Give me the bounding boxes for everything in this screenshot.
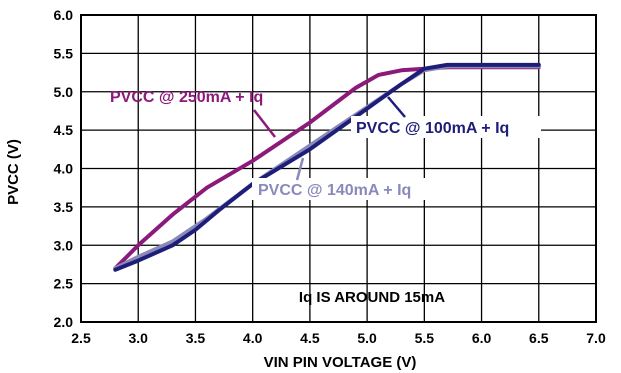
- series-label-140: PVCC @ 140mA + Iq: [252, 157, 442, 200]
- series-label-250-pointer: [253, 109, 276, 138]
- x-tick-label: 5.0: [357, 330, 377, 346]
- y-axis-title: PVCC (V): [5, 139, 22, 205]
- y-tick-label: 3.0: [54, 237, 74, 253]
- series-label-140-pointer: [295, 157, 305, 181]
- series-label-140-bg: [252, 178, 442, 200]
- x-tick-label: 2.5: [71, 330, 91, 346]
- y-tick-label: 5.5: [54, 45, 74, 61]
- x-tick-label: 6.5: [529, 330, 549, 346]
- series-line-2: [113, 62, 541, 272]
- x-tick-label: 3.0: [128, 330, 148, 346]
- series-label-100: PVCC @ 100mA + Iq: [351, 96, 541, 138]
- y-tick-label: 4.0: [54, 161, 74, 177]
- y-tick-label: 3.5: [54, 199, 74, 215]
- x-tick-label: 7.0: [586, 330, 606, 346]
- series-label-100-pointer: [387, 96, 406, 118]
- y-tick-label: 5.0: [54, 84, 74, 100]
- plot-frame: [80, 14, 597, 323]
- series-label-100-text: PVCC @ 100mA + Iq: [356, 120, 509, 137]
- x-tick-label: 3.5: [186, 330, 206, 346]
- series-label-250: PVCC @ 250mA + Iq: [110, 89, 276, 138]
- x-tick-label: 6.0: [472, 330, 492, 346]
- y-tick-label: 6.0: [54, 7, 74, 23]
- x-tick-label: 4.5: [300, 330, 320, 346]
- x-axis-title: VIN PIN VOLTAGE (V): [264, 354, 417, 371]
- tick-labels: 2.5 3.0 3.5 4.0 4.5 5.0 5.5 6.0 6.5 7.02.02.53.03…: [54, 7, 606, 346]
- series-label-100-bg: [351, 116, 541, 138]
- x-tick-label: 4.0: [243, 330, 263, 346]
- y-tick-label: 4.5: [54, 122, 74, 138]
- series-label-250-text: PVCC @ 250mA + Iq: [110, 89, 263, 106]
- y-tick-label: 2.5: [54, 276, 74, 292]
- x-tick-label: 5.5: [415, 330, 435, 346]
- grid: [80, 14, 597, 323]
- series-layer: [113, 62, 541, 272]
- annotation-iq: Iq IS AROUND 15mA: [299, 289, 445, 306]
- y-tick-label: 2.0: [54, 314, 74, 330]
- series-label-140-text: PVCC @ 140mA + Iq: [258, 182, 411, 199]
